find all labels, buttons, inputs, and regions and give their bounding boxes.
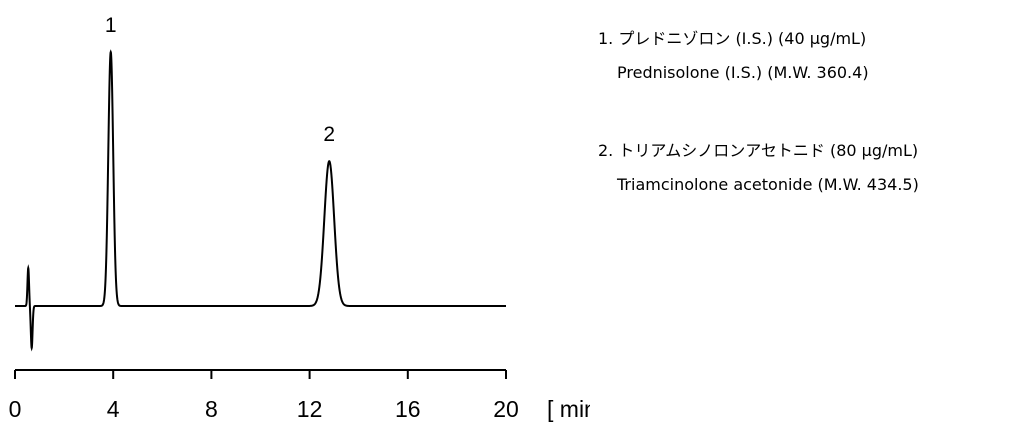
x-tick-label-3: 12 xyxy=(297,396,323,422)
legend-2-line1: 2. トリアムシノロンアセトニド (80 μg/mL) xyxy=(598,141,919,160)
x-tick-label-5: 20 xyxy=(493,396,519,422)
x-tick-label-4: 16 xyxy=(395,396,421,422)
legend-entry-2: 2. トリアムシノロンアセトニド (80 μg/mL) Triamcinolon… xyxy=(598,134,1016,202)
x-tick-label-1: 4 xyxy=(107,396,120,422)
legend: 1. プレドニゾロン (I.S.) (40 μg/mL) Prednisolon… xyxy=(598,22,1016,246)
chromatogram-trace xyxy=(15,49,506,352)
legend-1-line2: Prednisolone (I.S.) (M.W. 360.4) xyxy=(617,63,869,82)
x-axis-tick-labels: 0 4 8 12 16 20 xyxy=(9,396,519,422)
legend-1-line1: 1. プレドニゾロン (I.S.) (40 μg/mL) xyxy=(598,29,867,48)
x-tick-label-0: 0 xyxy=(9,396,22,422)
x-tick-label-2: 8 xyxy=(205,396,218,422)
peak-label-2: 2 xyxy=(323,123,335,146)
peak-label-1: 1 xyxy=(105,14,117,37)
legend-2-line2: Triamcinolone acetonide (M.W. 434.5) xyxy=(617,175,919,194)
x-axis-ticks xyxy=(14,370,507,379)
x-axis-label: [ min ] xyxy=(547,396,590,422)
legend-entry-1: 1. プレドニゾロン (I.S.) (40 μg/mL) Prednisolon… xyxy=(598,22,1016,90)
peak-labels: 12 xyxy=(105,14,335,146)
